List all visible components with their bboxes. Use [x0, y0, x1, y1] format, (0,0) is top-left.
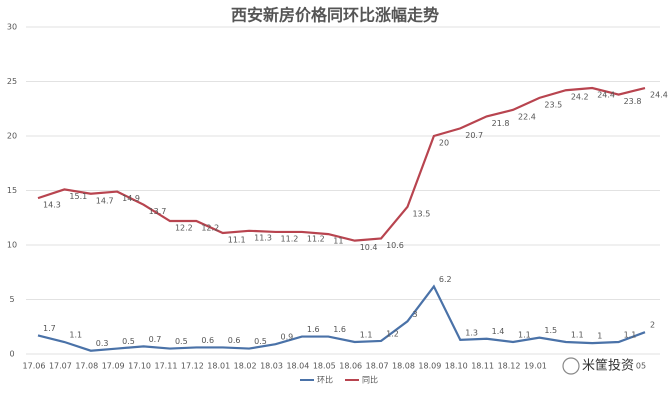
data-label: 1.6 [333, 325, 346, 334]
data-label: 0.9 [281, 333, 294, 342]
data-label: 0.7 [149, 335, 162, 344]
data-label: 14.7 [96, 196, 114, 205]
y-tick-label: 15 [7, 186, 17, 195]
x-tick-label: 17.09 [102, 362, 125, 371]
data-label: 11.2 [281, 234, 299, 243]
x-tick-label: 18.10 [445, 362, 468, 371]
data-label: 1.5 [544, 326, 557, 335]
data-label: 1.1 [518, 331, 531, 340]
data-label: 2 [650, 321, 655, 330]
chart-title: 西安新房价格同环比涨幅走势 [231, 6, 439, 25]
data-label: 1.1 [571, 331, 584, 340]
series-line [37, 284, 646, 352]
x-tick-label: 18.05 [313, 362, 336, 371]
data-label: 3 [412, 310, 417, 319]
data-label: 1.3 [465, 328, 478, 337]
data-label: 24.4 [597, 91, 615, 100]
data-label: 21.8 [492, 119, 510, 128]
data-label: 20.7 [465, 131, 483, 140]
watermark-text: 米筐投资 [582, 358, 634, 374]
x-tick-label: 18.04 [286, 362, 309, 371]
legend-label: 环比 [317, 375, 333, 385]
data-label: 10.4 [360, 243, 378, 252]
data-label: 0.3 [96, 339, 109, 348]
x-tick-label: 18.09 [418, 362, 441, 371]
data-label: 14.9 [122, 194, 140, 203]
x-tick-label: 05 [636, 362, 646, 371]
data-label: 1.1 [624, 331, 637, 340]
data-label: 11 [333, 237, 343, 246]
data-label: 11.3 [254, 233, 272, 242]
data-label: 1.6 [307, 325, 320, 334]
y-tick-label: 20 [7, 132, 17, 141]
x-tick-label: 18.08 [392, 362, 415, 371]
x-tick-label: 18.06 [339, 362, 362, 371]
x-tick-label: 18.11 [471, 362, 494, 371]
watermark-icon [562, 357, 580, 375]
data-label: 13.7 [149, 207, 167, 216]
x-tick-label: 18.02 [234, 362, 257, 371]
data-label: 20 [439, 139, 449, 148]
data-label: 22.4 [518, 112, 536, 121]
x-tick-label: 18.03 [260, 362, 283, 371]
data-label: 11.1 [228, 236, 246, 245]
data-label: 1.1 [69, 331, 82, 340]
data-label: 23.5 [544, 100, 562, 109]
x-tick-label: 17.06 [23, 362, 46, 371]
data-label: 12.2 [201, 224, 219, 233]
data-label: 23.8 [624, 97, 642, 106]
data-label: 15.1 [69, 192, 87, 201]
x-tick-label: 17.07 [49, 362, 72, 371]
data-label: 1 [597, 332, 602, 341]
data-label: 6.2 [439, 275, 452, 284]
x-tick-label: 17.10 [128, 362, 151, 371]
data-label: 1.4 [492, 327, 505, 336]
x-tick-label: 19.01 [524, 362, 547, 371]
data-label: 13.5 [412, 209, 430, 218]
y-tick-label: 10 [7, 241, 17, 250]
data-label: 14.3 [43, 201, 61, 210]
data-label: 11.2 [307, 234, 325, 243]
x-tick-label: 17.12 [181, 362, 204, 371]
data-label: 0.5 [122, 337, 135, 346]
data-label: 24.4 [650, 91, 668, 100]
x-tick-label: 18.07 [366, 362, 389, 371]
data-label: 10.6 [386, 241, 404, 250]
y-tick-label: 5 [9, 295, 14, 304]
x-tick-label: 18.12 [498, 362, 521, 371]
data-label: 1.7 [43, 324, 56, 333]
legend-label: 同比 [362, 375, 378, 385]
y-tick-label: 30 [7, 23, 17, 32]
series-line [37, 86, 646, 242]
data-label: 0.5 [254, 337, 267, 346]
y-tick-label: 25 [7, 77, 17, 86]
data-label: 0.5 [175, 337, 188, 346]
data-label: 1.2 [386, 329, 399, 338]
watermark: 米筐投资 [562, 357, 634, 375]
data-label: 1.1 [360, 331, 373, 340]
data-label: 0.6 [228, 336, 241, 345]
x-tick-label: 17.11 [155, 362, 178, 371]
x-tick-label: 18.01 [207, 362, 230, 371]
x-tick-label: 17.08 [75, 362, 98, 371]
data-label: 0.6 [201, 336, 214, 345]
data-label: 12.2 [175, 224, 193, 233]
y-tick-label: 0 [9, 350, 14, 359]
data-label: 24.2 [571, 93, 589, 102]
